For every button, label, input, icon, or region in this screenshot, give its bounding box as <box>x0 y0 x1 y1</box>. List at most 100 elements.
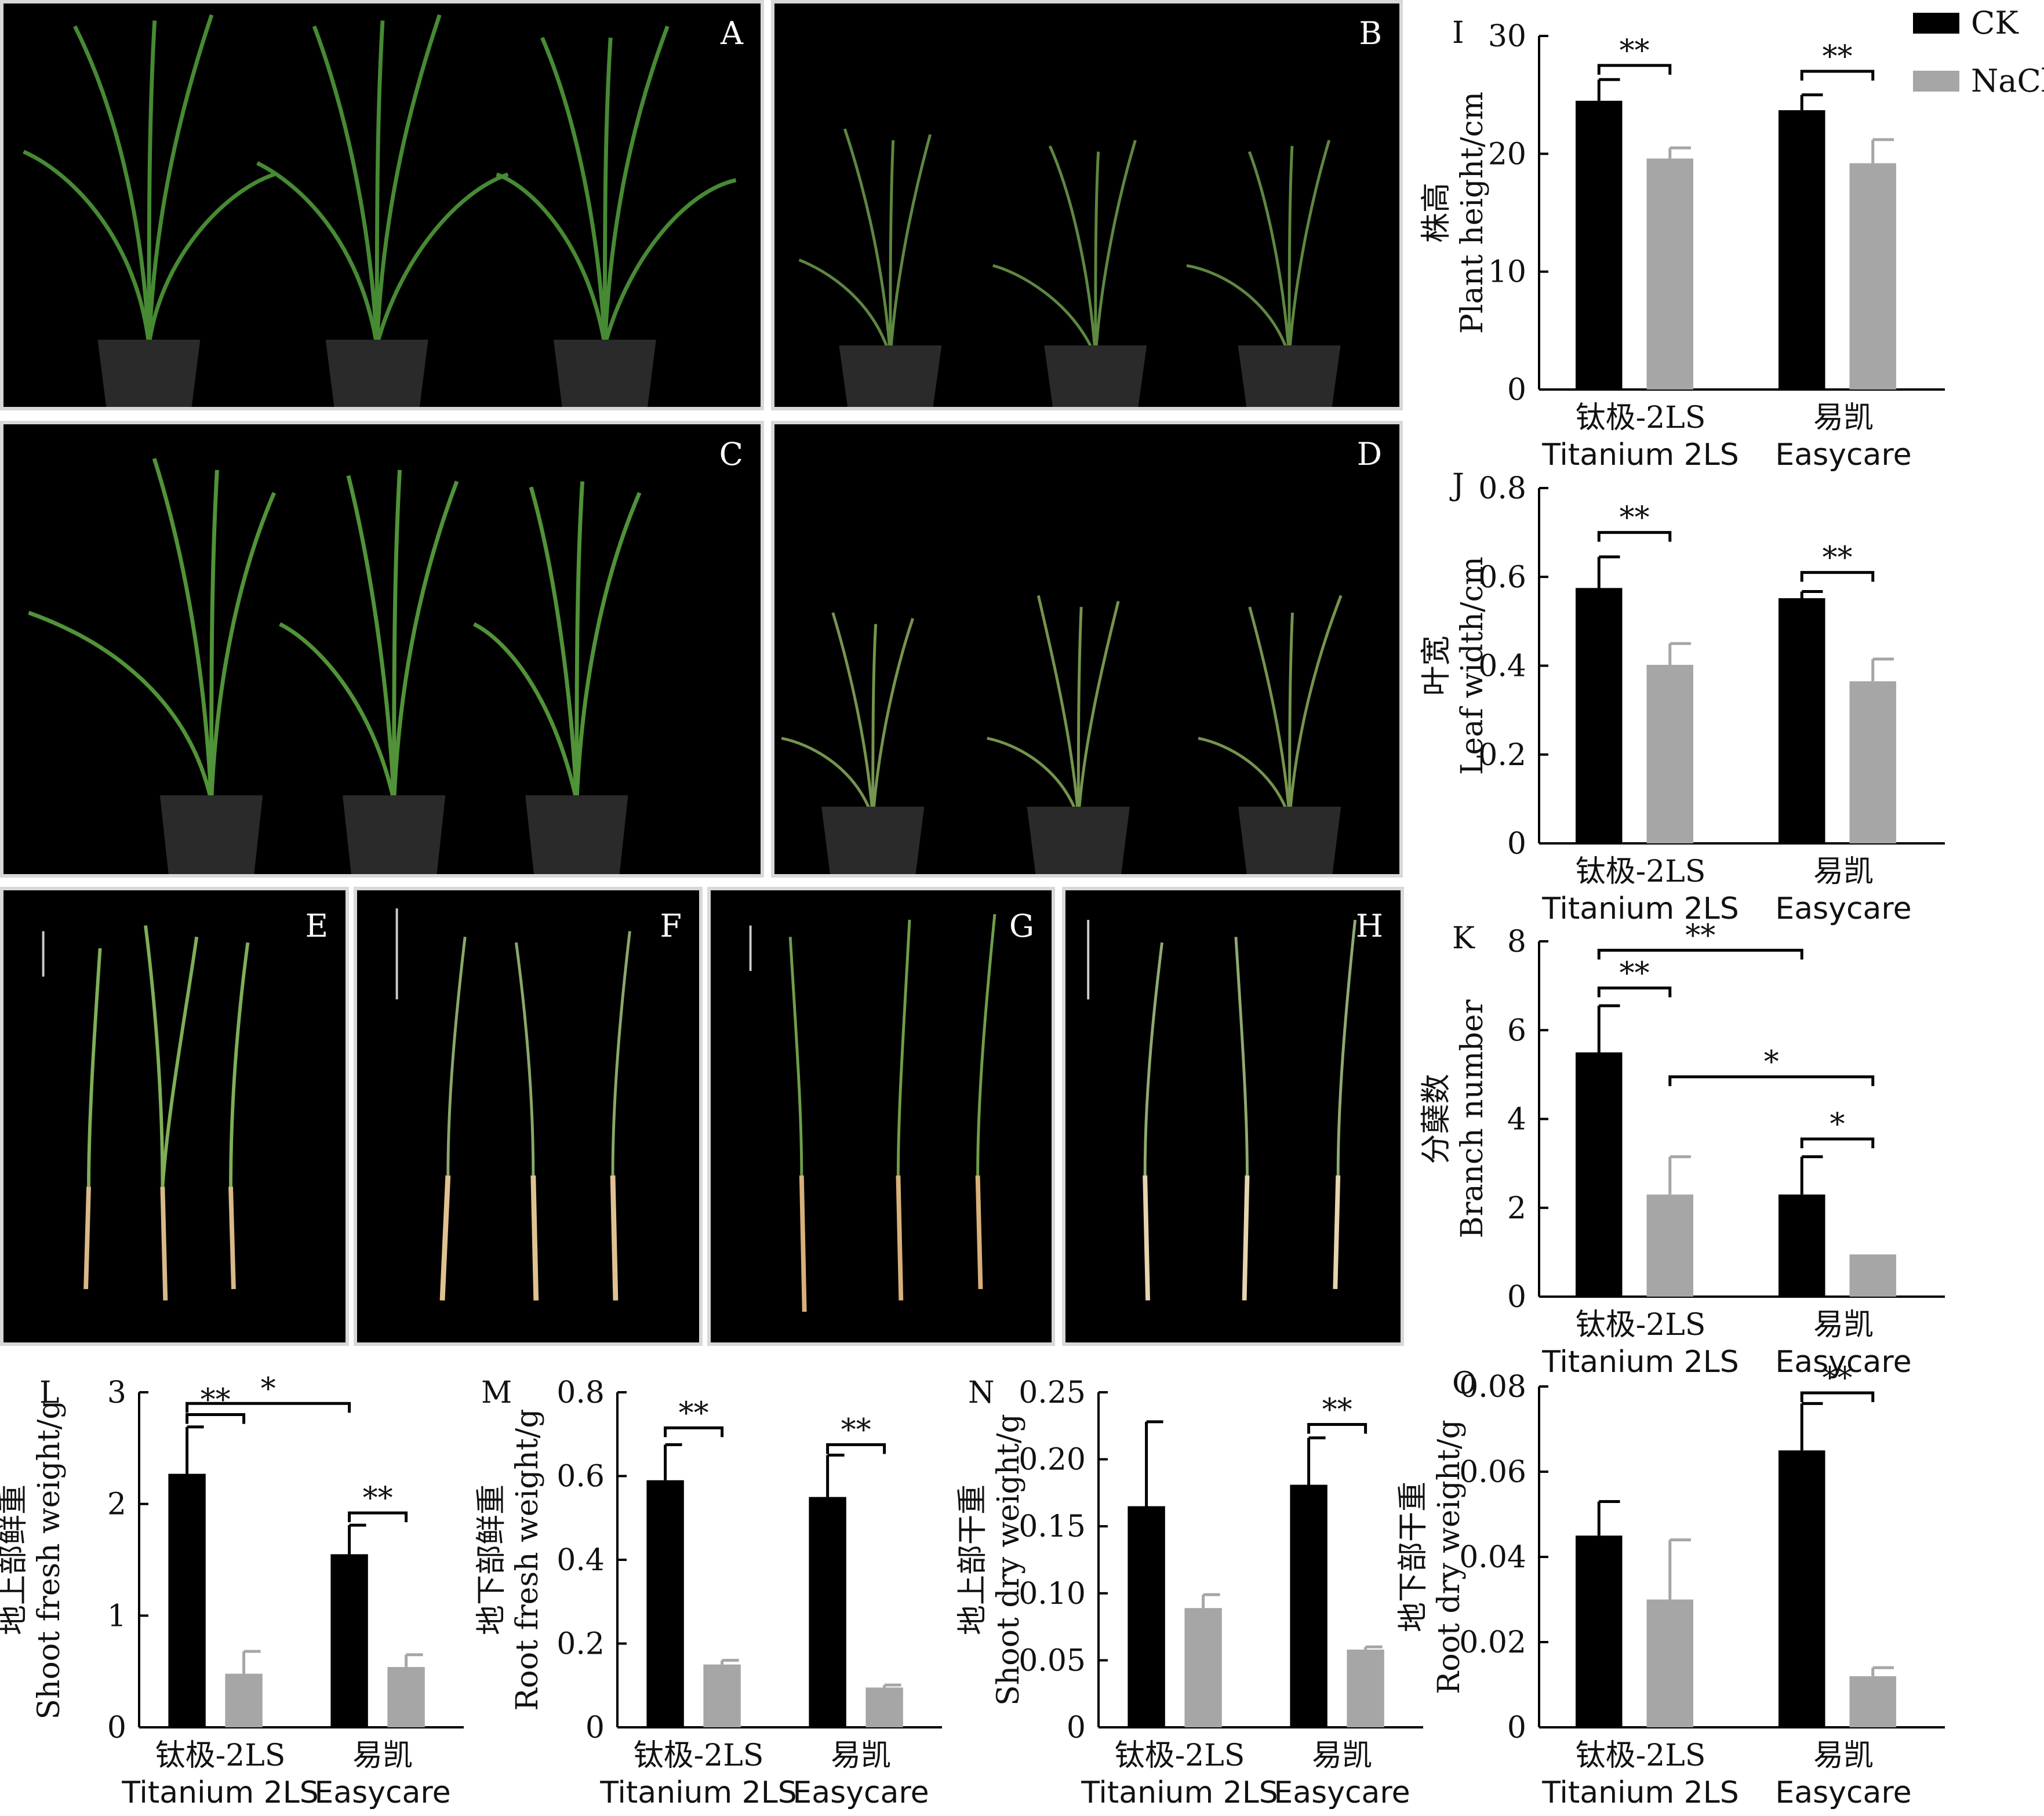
panel-label-b: B <box>1359 15 1382 52</box>
bar-o-nacl <box>1849 1676 1896 1727</box>
y-axis-label-cn: 地上部干重 <box>955 1484 990 1635</box>
y-tick-label-j: 0.8 <box>1478 471 1526 506</box>
plants-illustration <box>798 128 1341 407</box>
photo-panel-h: H <box>1062 887 1404 1346</box>
x-category-en-o: Easycare <box>1775 1775 1911 1810</box>
bar-n-ck <box>1128 1506 1165 1727</box>
x-category-en-n: Titanium 2LS <box>1081 1775 1278 1810</box>
bar-o-nacl <box>1646 1599 1693 1727</box>
significance-mark-l: ** <box>363 1481 393 1516</box>
photo-panel-b: B <box>771 0 1403 410</box>
y-axis-label-en: Branch number <box>1455 999 1490 1238</box>
panel-label-j: J <box>1449 468 1464 503</box>
significance-mark-l: ** <box>201 1383 231 1418</box>
y-tick-label-i: 0 <box>1507 373 1526 407</box>
y-tick-label-k: 4 <box>1507 1102 1526 1137</box>
y-tick-label-o: 0.04 <box>1459 1540 1526 1575</box>
significance-mark-n: ** <box>1322 1392 1352 1427</box>
panel-label-h: H <box>1355 908 1383 944</box>
significance-bracket-k <box>1668 1075 1875 1086</box>
y-tick-label-m: 0.8 <box>557 1375 605 1410</box>
y-tick-label-j: 0.4 <box>1478 649 1526 684</box>
significance-mark-l: * <box>261 1371 276 1406</box>
y-tick-label-n: 0 <box>1067 1711 1086 1745</box>
y-tick-label-n: 0.20 <box>1019 1443 1086 1477</box>
bar-i-ck <box>1779 110 1825 390</box>
significance-bracket-l <box>186 1402 351 1413</box>
y-tick-label-l: 1 <box>107 1599 126 1633</box>
bar-k-nacl <box>1849 1254 1896 1297</box>
panel-label-m: M <box>481 1375 512 1410</box>
significance-mark-k: * <box>1830 1107 1845 1142</box>
x-category-cn-n: 钛极-2LS <box>1115 1738 1245 1773</box>
y-axis-label-cn: 叶宽 <box>1419 635 1454 696</box>
y-tick-label-k: 2 <box>1507 1191 1526 1226</box>
y-tick-label-o: 0.02 <box>1459 1625 1526 1660</box>
bar-n-nacl <box>1347 1649 1384 1727</box>
y-tick-label-j: 0.6 <box>1478 560 1526 595</box>
y-tick-label-m: 0 <box>585 1711 605 1745</box>
y-tick-label-k: 0 <box>1507 1280 1526 1315</box>
x-category-en-i: Titanium 2LS <box>1541 438 1739 472</box>
y-axis-label-cn: 地下部干重 <box>1396 1482 1431 1632</box>
y-axis-label-cn: 地上部鲜重 <box>0 1484 31 1635</box>
photo-panel-d: D <box>771 421 1403 878</box>
x-category-cn-i: 钛极-2LS <box>1576 401 1706 435</box>
bar-j-ck <box>1779 598 1825 843</box>
bar-i-ck <box>1576 100 1623 390</box>
bar-l-nacl <box>225 1673 263 1727</box>
bar-k-nacl <box>1646 1194 1693 1297</box>
panel-label-n: N <box>968 1375 995 1410</box>
bar-j-nacl <box>1849 681 1896 843</box>
bar-n-ck <box>1290 1484 1327 1727</box>
x-category-en-m: Easycare <box>792 1775 929 1810</box>
y-axis-label-en: Root fresh weight/g <box>510 1409 545 1711</box>
y-axis-label-k: 分蘖数Branch number <box>1419 999 1490 1238</box>
significance-bracket-o <box>1800 1391 1875 1403</box>
bar-m-nacl <box>865 1687 903 1727</box>
y-axis-label-en: Shoot dry weight/g <box>991 1414 1026 1706</box>
significance-bracket-n <box>1307 1422 1367 1434</box>
bar-n-nacl <box>1184 1608 1222 1727</box>
panel-label-c: C <box>719 436 743 472</box>
plants-illustration <box>395 908 631 1301</box>
panel-label-f: F <box>660 908 682 944</box>
x-category-en-j: Titanium 2LS <box>1541 891 1739 926</box>
y-axis-label-i: 株高Plant height/cm <box>1419 92 1490 334</box>
significance-bracket-j <box>1800 571 1875 582</box>
y-axis-label-m: 地下部鲜重Root fresh weight/g <box>474 1409 545 1711</box>
y-tick-label-m: 0.2 <box>557 1627 605 1662</box>
x-category-cn-m: 易凯 <box>831 1738 891 1773</box>
bar-o-ck <box>1576 1535 1623 1727</box>
significance-bracket-i <box>1597 64 1672 75</box>
y-axis-label-n: 地上部干重Shoot dry weight/g <box>955 1414 1026 1706</box>
significance-bracket-i <box>1800 70 1875 81</box>
panel-label-i: I <box>1452 16 1464 50</box>
y-axis-label-en: Root dry weight/g <box>1432 1420 1467 1694</box>
panel-label-k: K <box>1452 921 1475 956</box>
y-tick-label-i: 30 <box>1488 19 1526 54</box>
y-tick-label-i: 20 <box>1488 137 1526 172</box>
bar-j-nacl <box>1646 664 1693 843</box>
x-category-en-o: Titanium 2LS <box>1541 1775 1739 1810</box>
y-tick-label-m: 0.6 <box>557 1460 605 1494</box>
significance-mark-j: ** <box>1620 501 1650 536</box>
photo-panel-a: A <box>0 0 764 410</box>
x-category-cn-k: 钛极-2LS <box>1576 1308 1706 1342</box>
x-category-en-m: Titanium 2LS <box>599 1775 796 1810</box>
y-tick-label-o: 0 <box>1507 1711 1526 1745</box>
significance-mark-m: ** <box>679 1396 709 1431</box>
panel-label-o: O <box>1452 1366 1477 1401</box>
photo-panel-g: G <box>707 887 1055 1346</box>
y-axis-label-cn: 分蘖数 <box>1419 1073 1454 1164</box>
panel-label-a: A <box>721 15 743 52</box>
y-tick-label-l: 3 <box>107 1375 126 1410</box>
y-tick-label-o: 0.08 <box>1459 1370 1526 1404</box>
y-tick-label-n: 0.05 <box>1019 1643 1086 1678</box>
x-category-en-k: Easycare <box>1775 1345 1911 1380</box>
y-tick-label-m: 0.4 <box>557 1543 605 1578</box>
x-category-cn-j: 易凯 <box>1813 854 1874 889</box>
y-tick-label-n: 0.15 <box>1019 1509 1086 1544</box>
x-category-cn-i: 易凯 <box>1813 401 1874 435</box>
plants-illustration <box>28 458 642 874</box>
